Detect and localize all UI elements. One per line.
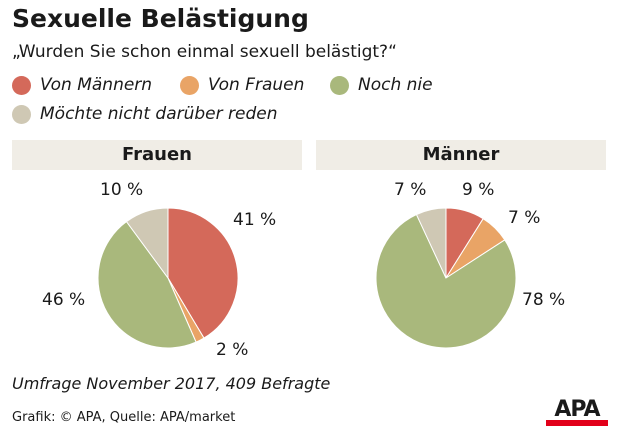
pie-slice-frauen-2	[97, 220, 197, 349]
legend-item-noch-nie: Noch nie	[330, 75, 433, 95]
pie-slice-maenner-3	[415, 207, 447, 279]
slice-label: 7 %	[508, 208, 541, 228]
slice-label: 41 %	[233, 210, 277, 230]
legend-swatch	[180, 75, 199, 95]
legend-label: Von Männern	[40, 75, 153, 95]
slice-label: 10 %	[100, 180, 144, 200]
legend-swatch	[330, 75, 349, 95]
chart-subtitle: „Wurden Sie schon einmal sexuell belästi…	[12, 42, 397, 62]
source-credit: Grafik: © APA, Quelle: APA/market	[12, 410, 236, 425]
apa-logo: APA	[546, 399, 608, 426]
legend-label: Noch nie	[358, 75, 433, 95]
pie-title-maenner: Männer	[316, 140, 606, 170]
legend-item-frauen: Von Frauen	[180, 75, 304, 95]
pie-slice-frauen-3	[125, 207, 169, 280]
legend-swatch	[12, 104, 31, 124]
slice-label: 9 %	[462, 180, 495, 200]
slice-label: 2 %	[216, 340, 249, 360]
legend-label: Möchte nicht darüber reden	[40, 104, 278, 124]
legend-item-maenner: Von Männern	[12, 75, 152, 95]
slice-label: 78 %	[522, 290, 566, 310]
legend-swatch	[12, 75, 31, 95]
slice-label: 46 %	[42, 290, 86, 310]
pie-title-frauen: Frauen	[12, 140, 302, 170]
slice-label: 7 %	[394, 180, 427, 200]
pie-slice-frauen-0	[167, 207, 239, 339]
chart-title: Sexuelle Belästigung	[12, 4, 309, 33]
legend-item-keine-angabe: Möchte nicht darüber reden	[12, 104, 278, 124]
survey-note: Umfrage November 2017, 409 Befragte	[12, 374, 331, 393]
legend-label: Von Frauen	[208, 75, 305, 95]
pie-slice-maenner-2	[375, 213, 517, 349]
